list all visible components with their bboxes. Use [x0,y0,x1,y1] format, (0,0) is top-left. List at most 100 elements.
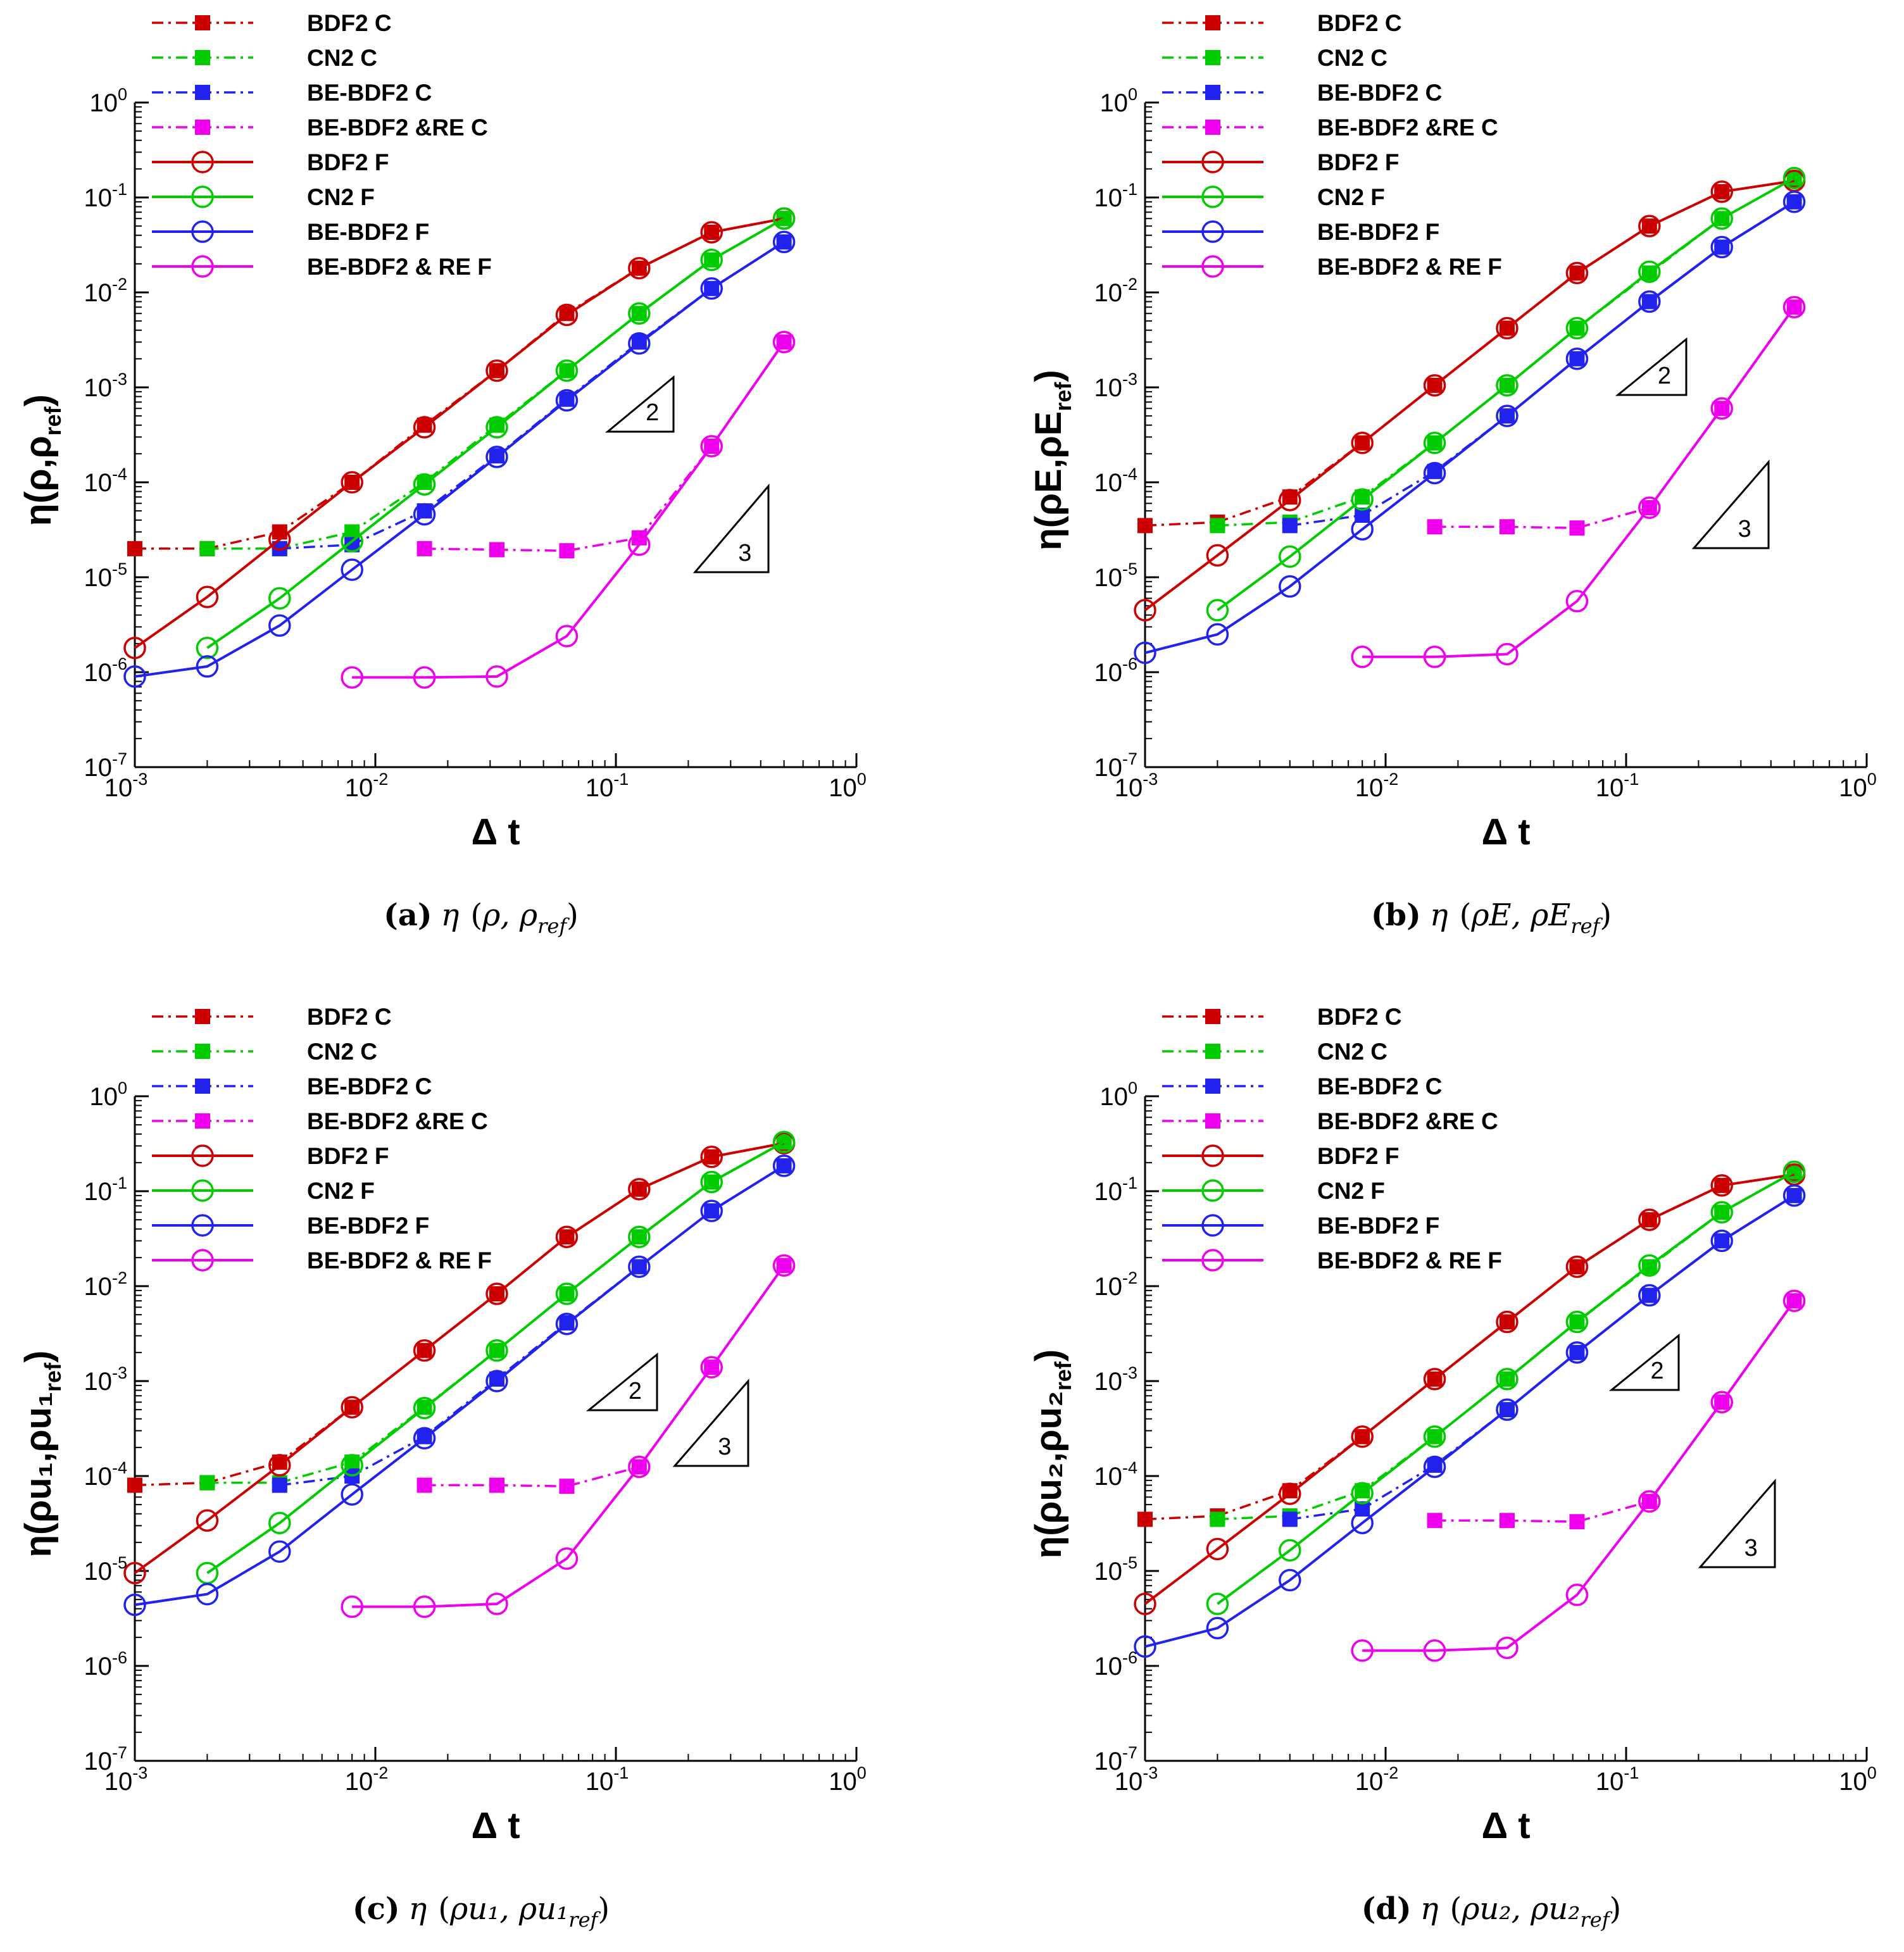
y-axis-label: η(ρu₂,ρu₂ref) [1028,1349,1076,1558]
data-point-marker [1206,1592,1229,1615]
legend-marker [191,151,214,173]
legend-item: BDF2 C [1162,1004,1402,1030]
y-tick-exponent: -2 [1122,1268,1137,1287]
y-tick-label: 10-1 [84,1173,127,1206]
y-tick-base: 10 [1094,659,1122,687]
series-line [206,1141,785,1574]
slope-triangle: 2 [586,1352,658,1411]
data-point-marker [1782,296,1806,318]
data-point-marker [1565,1310,1589,1334]
series-line [134,1142,784,1487]
series-bdf2-f [1134,169,1806,622]
legend-label: BE-BDF2 C [1317,80,1442,106]
y-tick-exponent: -3 [112,1363,127,1382]
data-point-marker [1351,646,1374,668]
x-tick-label: 10-2 [345,770,389,802]
data-point-marker [1638,1490,1661,1513]
data-point-marker [485,1592,508,1615]
data-point-marker [1427,519,1443,535]
data-point-marker [1638,260,1661,284]
data-point-marker [628,533,651,556]
data-point-marker [1282,518,1298,534]
data-point-marker [1279,1539,1301,1562]
legend-marker [1205,1044,1220,1059]
x-tick-exponent: -3 [1143,770,1158,789]
y-tick-label: 10-6 [84,654,127,687]
x-tick-label: 100 [829,770,867,802]
data-point-marker [413,666,436,689]
data-point-marker [1782,1160,1806,1184]
legend: BDF2 C CN2 C BE-BDF2 C BE-BDF2 &RE C BDF2 F C… [1162,10,1502,280]
series-line [1362,306,1796,658]
series-be-bdf2-re-c [1427,1293,1802,1530]
data-point-marker [1279,1568,1301,1592]
data-point-marker [1137,518,1153,534]
data-point-marker [127,1477,142,1493]
series-line [134,241,785,678]
series-cn2-f [1206,166,1806,622]
legend-marker [1201,1214,1224,1237]
data-point-marker [272,1477,287,1493]
legend-item: BE-BDF2 &RE C [152,1108,488,1134]
y-tick-exponent: -4 [1122,1458,1137,1477]
y-tick-base: 10 [89,89,118,117]
data-point-marker [196,1582,219,1606]
data-point-marker [1206,544,1229,567]
data-point-marker [1423,1455,1446,1479]
y-tick-label: 10-5 [1094,1553,1137,1586]
slope-triangle-shape [604,375,675,433]
y-tick-exponent: -2 [112,1268,127,1287]
y-tick-label: 10-7 [1094,1743,1137,1775]
x-tick-base: 10 [104,774,133,802]
x-tick-label: 10-3 [104,1763,148,1796]
x-tick-base: 10 [829,1768,857,1796]
y-tick-exponent: -3 [1122,1363,1137,1382]
legend-item: CN2 F [152,184,375,210]
data-point-marker [1638,1254,1661,1277]
data-point-marker [628,332,651,355]
legend-marker [191,185,214,208]
data-point-marker [1282,1483,1298,1499]
series-be-bdf2-c [272,234,792,556]
y-tick-base: 10 [84,754,112,782]
data-point-marker [416,541,432,556]
legend-marker [191,1144,214,1167]
data-point-marker [1710,1391,1733,1414]
slope-triangle-shape [1615,337,1688,396]
y-tick-label: 10-5 [84,560,127,592]
data-point-marker [123,636,146,660]
data-point-marker [1710,1174,1733,1197]
data-point-marker [268,614,291,637]
data-point-marker [1206,1537,1229,1561]
series-line [1434,1300,1796,1523]
y-tick-base: 10 [1094,1463,1122,1491]
data-point-marker [700,1170,723,1194]
data-point-marker [1351,1425,1374,1448]
caption-eta: η [1430,898,1448,933]
y-tick-label: 10-7 [84,1743,127,1775]
y-tick-exponent: -1 [112,1173,127,1192]
caption-open: ( [470,898,482,933]
caption-close: ) [1600,898,1612,933]
series-be-bdf2-f [123,1154,796,1617]
series-bdf2-c [1137,173,1802,534]
data-point-marker [1710,1229,1733,1253]
caption-args: ρu₂, ρu₂ [1461,1891,1580,1927]
y-tick-base: 10 [84,1178,112,1206]
data-point-marker [559,1479,575,1494]
data-point-marker [1565,1341,1589,1364]
x-tick-exponent: -1 [1624,1763,1639,1782]
legend-item: BE-BDF2 F [152,1213,429,1239]
data-point-marker [268,1454,291,1477]
series-line [1217,1170,1795,1605]
x-axis-label: Δ t [1481,811,1530,853]
caption: (b) η (ρE, ρEref) [1371,898,1612,938]
caption-letter: (c) [353,1891,400,1927]
legend-label: BDF2 F [307,1143,389,1169]
y-tick-exponent: -2 [112,275,127,294]
y-tick-exponent: -4 [112,465,127,484]
y-tick-label: 10-7 [1094,749,1137,782]
data-point-marker [341,1396,363,1419]
